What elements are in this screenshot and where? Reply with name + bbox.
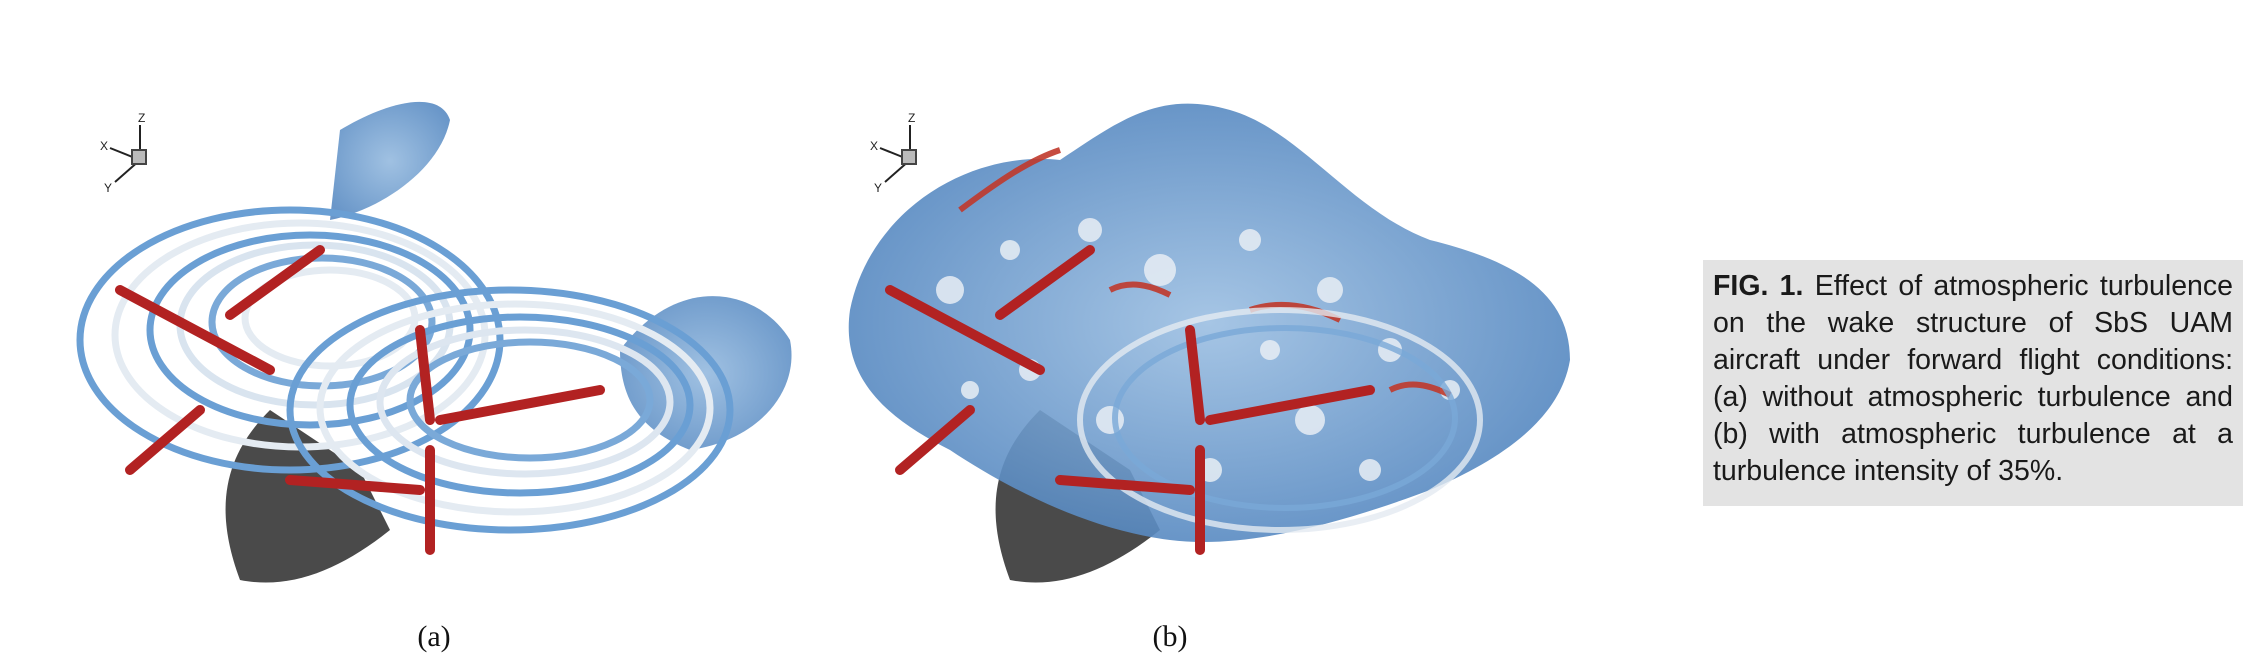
axis-label-x: X (870, 139, 878, 153)
vortex-rings-right (286, 286, 734, 534)
axis-label-y: Y (874, 181, 882, 195)
axis-label-z: Z (138, 111, 145, 125)
figure-panel-b: Z X Y (830, 90, 1590, 610)
wake-visualization-b: Z X Y (848, 103, 1570, 583)
vortex-rings-right (1077, 307, 1483, 533)
turbulent-wake-cloud (848, 103, 1570, 542)
caption-text: Effect of atmospheric turbulence on the … (1713, 270, 2234, 487)
panel-label-b: (b) (1152, 620, 1188, 653)
rotor-blades (885, 245, 1375, 555)
axis-label-x: X (100, 139, 108, 153)
figure-caption: FIG. 1. Effect of atmospheric turbulence… (1703, 260, 2243, 506)
axis-label-y: Y (104, 181, 112, 195)
axis-triad-a: Z X Y (100, 111, 147, 195)
rotor-blades (115, 245, 605, 555)
panel-label-a: (a) (417, 620, 451, 653)
turbulence-red-streaks (958, 147, 1452, 398)
wake-visualization-a: Z X Y (76, 101, 792, 583)
axis-triad-b: Z X Y (870, 111, 917, 195)
wake-tail (620, 296, 792, 450)
figure-panel-a: Z X Y (60, 90, 820, 610)
axis-label-z: Z (908, 111, 915, 125)
fuselage-shadow (225, 410, 390, 583)
caption-label: FIG. 1. (1713, 270, 1804, 302)
